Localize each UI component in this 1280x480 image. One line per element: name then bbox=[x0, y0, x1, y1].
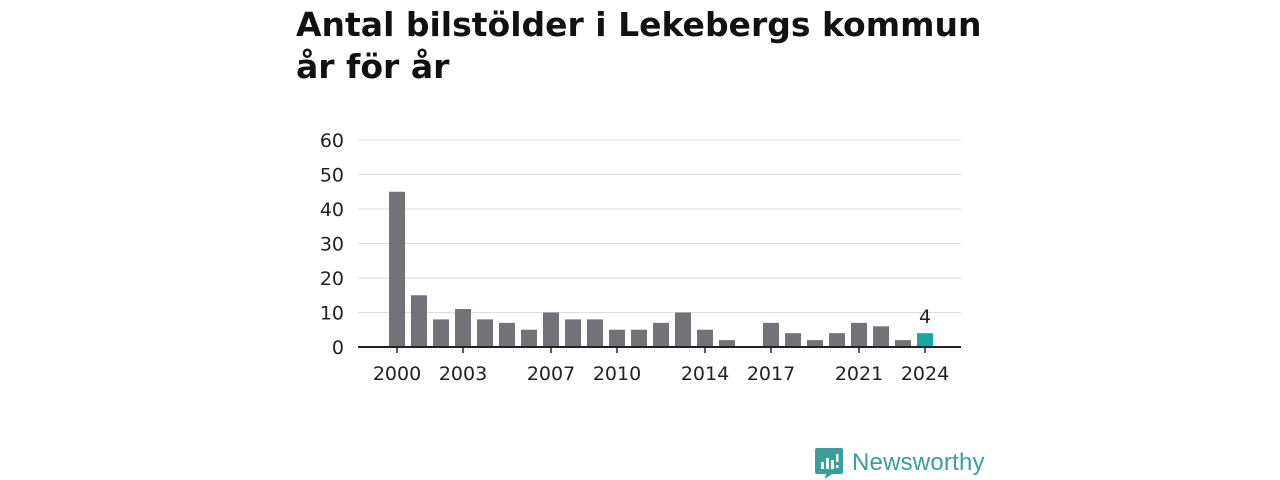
y-tick-label: 50 bbox=[320, 165, 344, 187]
bar-2006 bbox=[521, 329, 537, 347]
bar-2001 bbox=[411, 295, 427, 347]
x-axis-labels: 2000 2003 2007 2010 2014 2017 2021 2024 bbox=[373, 347, 949, 385]
newsworthy-icon bbox=[815, 448, 843, 479]
x-tick-label: 2000 bbox=[373, 363, 421, 385]
bar-2021 bbox=[851, 322, 867, 347]
y-tick-label: 30 bbox=[320, 234, 344, 256]
x-tick-label: 2024 bbox=[901, 363, 949, 385]
bar-2010 bbox=[609, 329, 625, 347]
bar-2013 bbox=[675, 312, 691, 347]
x-tick-label: 2021 bbox=[835, 363, 883, 385]
grid-lines bbox=[358, 139, 961, 313]
y-axis-labels: 0 10 20 30 40 50 60 bbox=[320, 130, 344, 359]
bars bbox=[389, 191, 933, 347]
bar-2018 bbox=[785, 333, 801, 347]
x-tick-label: 2014 bbox=[681, 363, 729, 385]
bar-2004 bbox=[477, 319, 493, 347]
bar-2019 bbox=[807, 340, 823, 347]
y-tick-label: 20 bbox=[320, 268, 344, 290]
newsworthy-logo: Newsworthy bbox=[814, 446, 985, 480]
bar-2024 bbox=[917, 333, 933, 347]
x-tick-label: 2007 bbox=[527, 363, 575, 385]
bar-2011 bbox=[631, 329, 647, 347]
bar-2007 bbox=[543, 312, 559, 347]
bar-2015 bbox=[719, 340, 735, 347]
bar-2020 bbox=[829, 333, 845, 347]
bar-2009 bbox=[587, 319, 603, 347]
bar-2012 bbox=[653, 322, 669, 347]
bar-2005 bbox=[499, 322, 515, 347]
bar-2002 bbox=[433, 319, 449, 347]
y-tick-label: 40 bbox=[320, 199, 344, 221]
bar-2022 bbox=[873, 326, 889, 347]
bar-2014 bbox=[697, 329, 713, 347]
x-tick-label: 2003 bbox=[439, 363, 487, 385]
y-tick-label: 10 bbox=[320, 303, 344, 325]
bar-2023 bbox=[895, 340, 911, 347]
brand-name: Newsworthy bbox=[852, 449, 985, 476]
highlight-value-label: 4 bbox=[919, 306, 931, 328]
chart-title: Antal bilstölder i Lekebergs kommun år f… bbox=[296, 5, 982, 86]
bar-2003 bbox=[455, 309, 471, 347]
y-tick-label: 0 bbox=[332, 337, 344, 359]
x-tick-label: 2010 bbox=[593, 363, 641, 385]
bar-2017 bbox=[763, 322, 779, 347]
bar-2008 bbox=[565, 319, 581, 347]
y-tick-label: 60 bbox=[320, 130, 344, 152]
bar-2000 bbox=[389, 191, 405, 347]
x-tick-label: 2017 bbox=[747, 363, 795, 385]
